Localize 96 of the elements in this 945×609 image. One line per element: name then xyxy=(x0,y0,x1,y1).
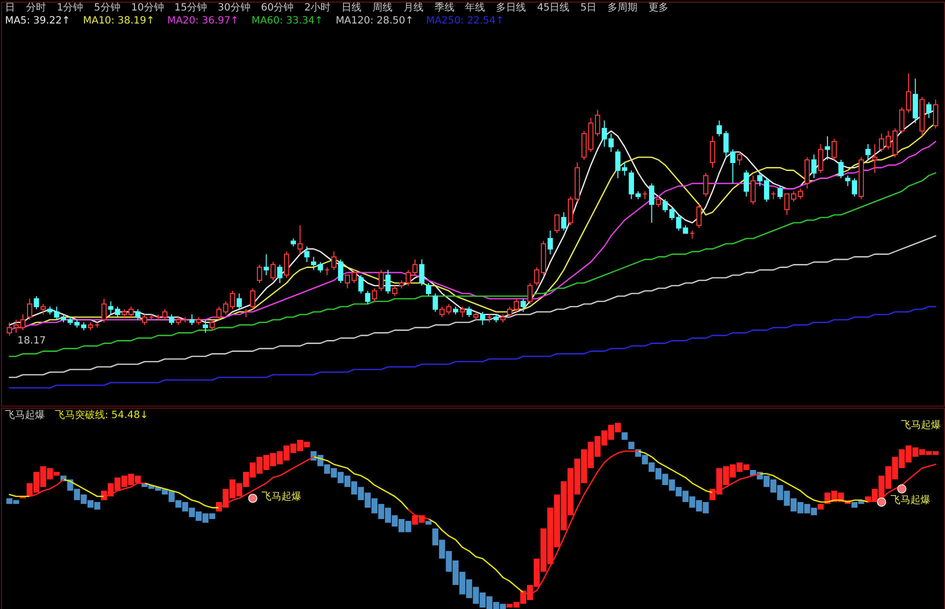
candlestick xyxy=(736,151,742,166)
text: 60分钟 xyxy=(261,2,294,14)
text: 飞马突破线: 54.48↓ xyxy=(54,408,148,421)
text: MA5: 39.22↑ xyxy=(4,16,70,27)
candlestick xyxy=(466,306,472,318)
candlestick xyxy=(385,269,391,294)
text: 月线 xyxy=(403,2,424,14)
candlestick xyxy=(338,258,344,284)
text: 15分钟 xyxy=(174,2,208,14)
text: 5日 xyxy=(580,2,597,14)
candlestick xyxy=(628,442,634,450)
candlestick xyxy=(169,314,174,326)
candlestick xyxy=(824,136,830,160)
text: 多日线 xyxy=(496,2,526,14)
candlestick xyxy=(622,432,628,440)
annotation: 飞马起爆 xyxy=(262,490,302,502)
candlestick xyxy=(912,78,918,124)
candlestick xyxy=(804,156,810,190)
candlestick xyxy=(703,172,708,198)
candlestick xyxy=(778,186,783,200)
text: MA10: 38.19↑ xyxy=(83,16,155,27)
candlestick xyxy=(365,290,370,304)
text: 5分钟 xyxy=(94,2,120,14)
candlestick xyxy=(189,314,195,326)
candlestick xyxy=(297,224,303,255)
candlestick xyxy=(548,230,553,255)
candlestick xyxy=(527,282,533,304)
candlestick xyxy=(256,264,262,284)
candlestick xyxy=(284,251,290,278)
candlestick xyxy=(378,269,384,292)
candlestick xyxy=(392,285,398,297)
candlestick xyxy=(811,154,817,179)
candlestick xyxy=(838,159,844,179)
candlestick xyxy=(480,311,486,326)
candlestick xyxy=(202,319,208,334)
text: 30分钟 xyxy=(218,2,250,14)
candlestick xyxy=(142,314,148,326)
annotation: 飞马起爆 xyxy=(890,494,931,506)
candlestick xyxy=(264,254,269,276)
candlestick xyxy=(419,258,424,286)
candlestick xyxy=(34,296,40,310)
annotation: 飞马起爆 xyxy=(901,418,942,431)
candlestick xyxy=(331,251,337,270)
candlestick xyxy=(926,102,932,118)
candlestick xyxy=(310,256,316,270)
annotation: 18.17 xyxy=(17,335,46,346)
candlestick xyxy=(696,204,702,228)
candlestick xyxy=(304,246,310,263)
candlestick xyxy=(710,136,716,168)
candlestick xyxy=(236,293,242,310)
candlestick xyxy=(865,144,871,160)
candlestick xyxy=(750,175,756,205)
candlestick xyxy=(426,282,432,297)
text: 日 xyxy=(4,2,15,14)
candlestick xyxy=(933,99,938,129)
candlestick xyxy=(520,298,526,312)
text: 周线 xyxy=(372,2,392,14)
candlestick xyxy=(210,319,215,331)
text: MA20: 36.97↑ xyxy=(167,16,239,27)
candlestick xyxy=(135,308,140,320)
text: MA250: 22.54↑ xyxy=(426,16,504,27)
text: 分时 xyxy=(26,2,46,14)
text: MA60: 33.34↑ xyxy=(251,16,323,27)
chart-title: 飞马起爆 xyxy=(4,408,45,421)
candlestick xyxy=(101,298,107,323)
text: 45日线 xyxy=(537,2,570,14)
candlestick xyxy=(40,303,46,315)
candlestick xyxy=(270,262,276,281)
candlestick xyxy=(432,293,438,312)
text: 季线 xyxy=(434,2,454,14)
candlestick xyxy=(561,212,566,232)
text: 2小时 xyxy=(304,2,331,14)
candlestick xyxy=(372,288,378,302)
candlestick xyxy=(818,144,824,174)
text: 10分钟 xyxy=(131,2,164,14)
text: 多周期 xyxy=(608,2,638,14)
candlestick xyxy=(20,314,26,331)
candlestick xyxy=(649,182,654,224)
text: 年线 xyxy=(465,2,486,14)
text: MA120: 28.50↑ xyxy=(336,16,414,27)
candlestick xyxy=(832,138,837,160)
candlestick xyxy=(250,288,256,310)
candlestick xyxy=(358,274,364,294)
candlestick xyxy=(277,264,282,284)
text: 日线 xyxy=(341,2,362,14)
text: 1分钟 xyxy=(56,2,84,14)
candlestick xyxy=(318,262,323,274)
candlestick xyxy=(744,170,749,198)
candlestick xyxy=(460,306,465,318)
candlestick xyxy=(818,504,824,510)
candlestick xyxy=(554,214,560,234)
text: 更多 xyxy=(648,2,668,14)
candlestick xyxy=(426,520,432,525)
candlestick xyxy=(872,144,878,174)
candlestick xyxy=(27,298,32,320)
candlestick xyxy=(162,308,168,320)
